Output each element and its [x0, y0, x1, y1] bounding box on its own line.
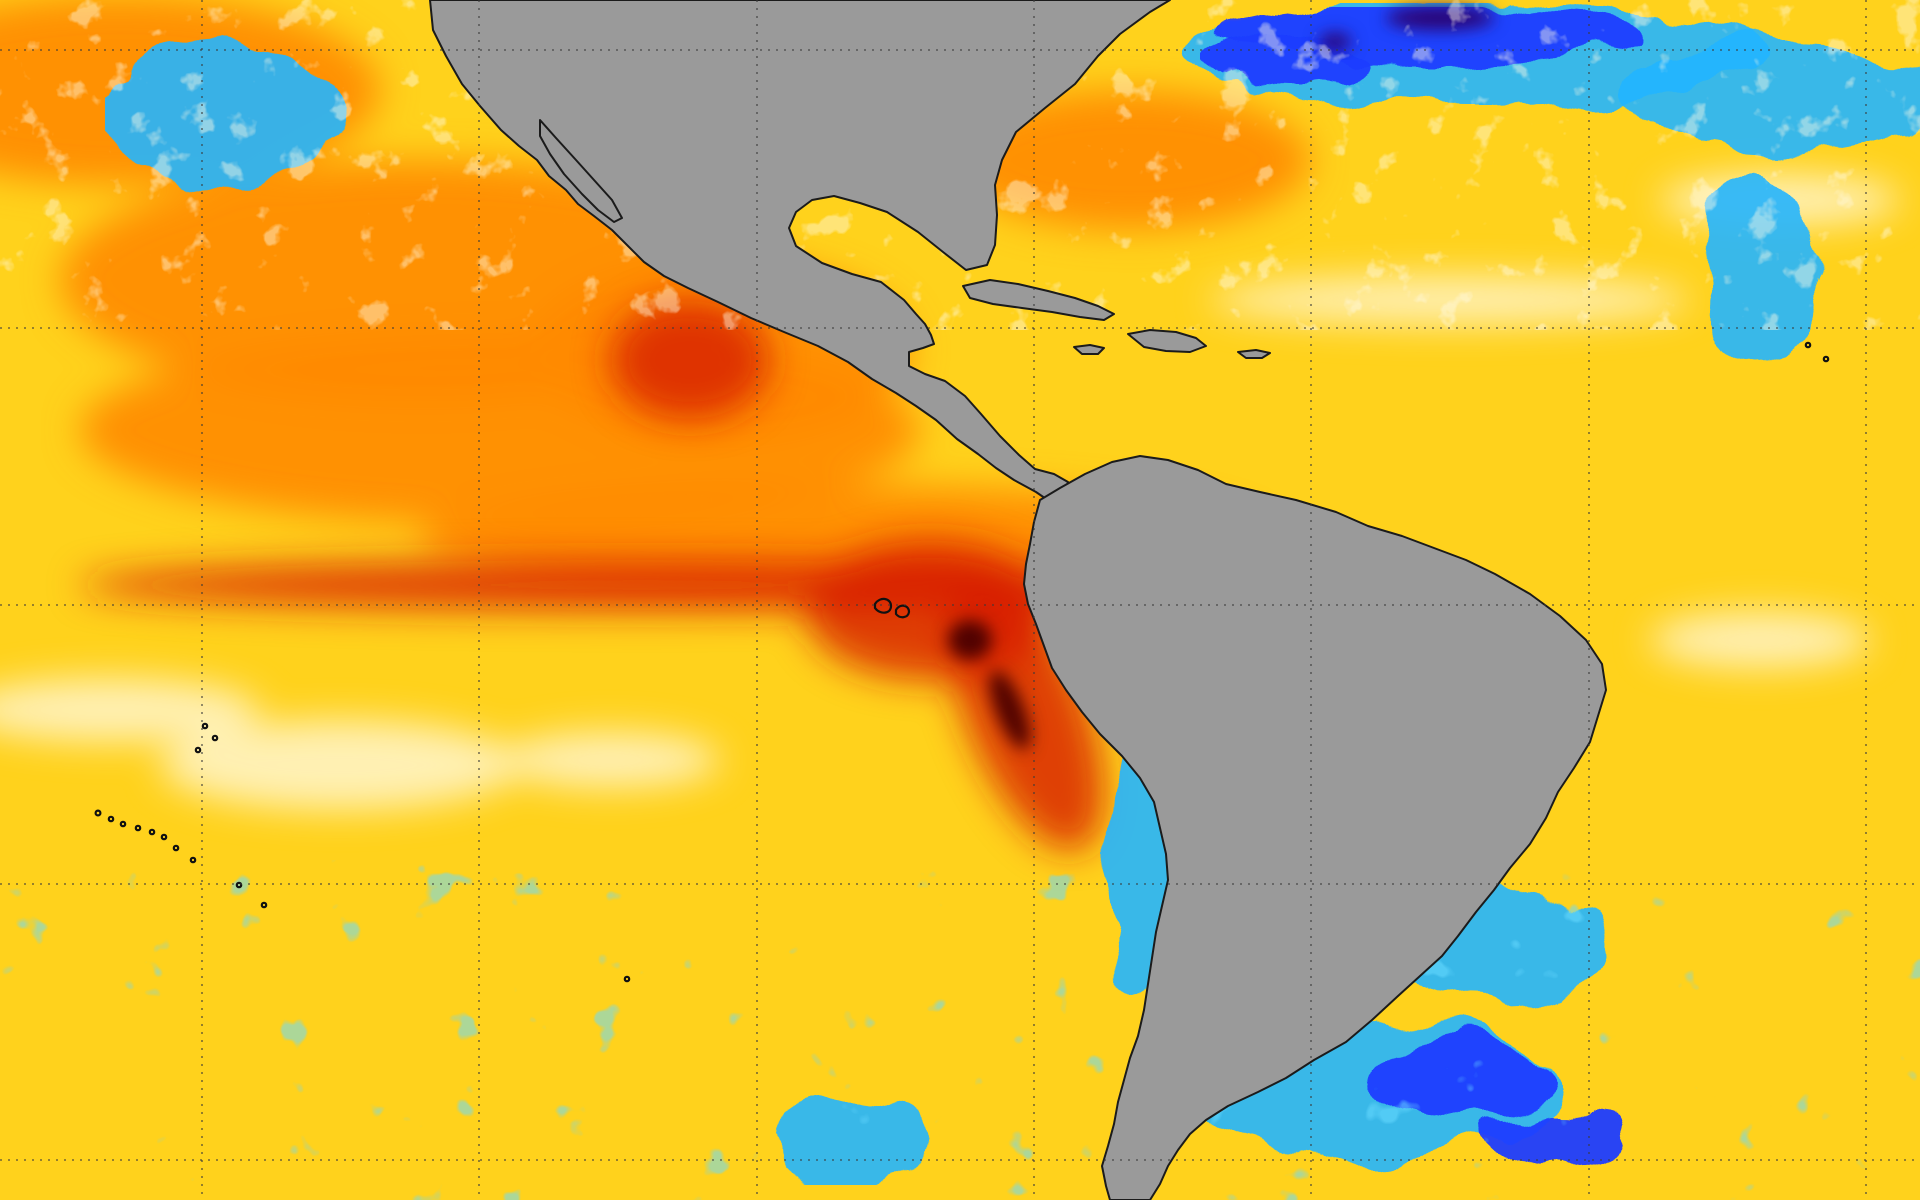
north-america — [429, 0, 1171, 504]
island-dot — [160, 833, 168, 841]
island-dot — [94, 809, 102, 817]
land-masses — [429, 0, 1607, 1200]
island-dot — [623, 975, 631, 983]
south-america — [1023, 455, 1607, 1200]
cuba — [962, 279, 1115, 321]
island-dot — [211, 734, 219, 742]
island-dot — [260, 901, 268, 909]
jamaica — [1073, 344, 1105, 355]
puerto-rico — [1237, 349, 1271, 359]
island-dot — [107, 815, 115, 823]
galapagos-islands — [873, 597, 893, 614]
galapagos-islands-east — [894, 604, 911, 619]
island-dot — [194, 746, 202, 754]
island-dot — [1804, 341, 1812, 349]
island-dot — [189, 856, 197, 864]
island-dot — [134, 824, 142, 832]
hispaniola — [1127, 329, 1207, 353]
island-dot — [119, 820, 127, 828]
island-dot — [172, 844, 180, 852]
island-dot — [201, 722, 209, 730]
island-dot — [235, 881, 243, 889]
small-islands — [94, 341, 1830, 983]
island-dot — [148, 828, 156, 836]
island-dot — [1822, 355, 1830, 363]
baja-california — [539, 119, 623, 223]
